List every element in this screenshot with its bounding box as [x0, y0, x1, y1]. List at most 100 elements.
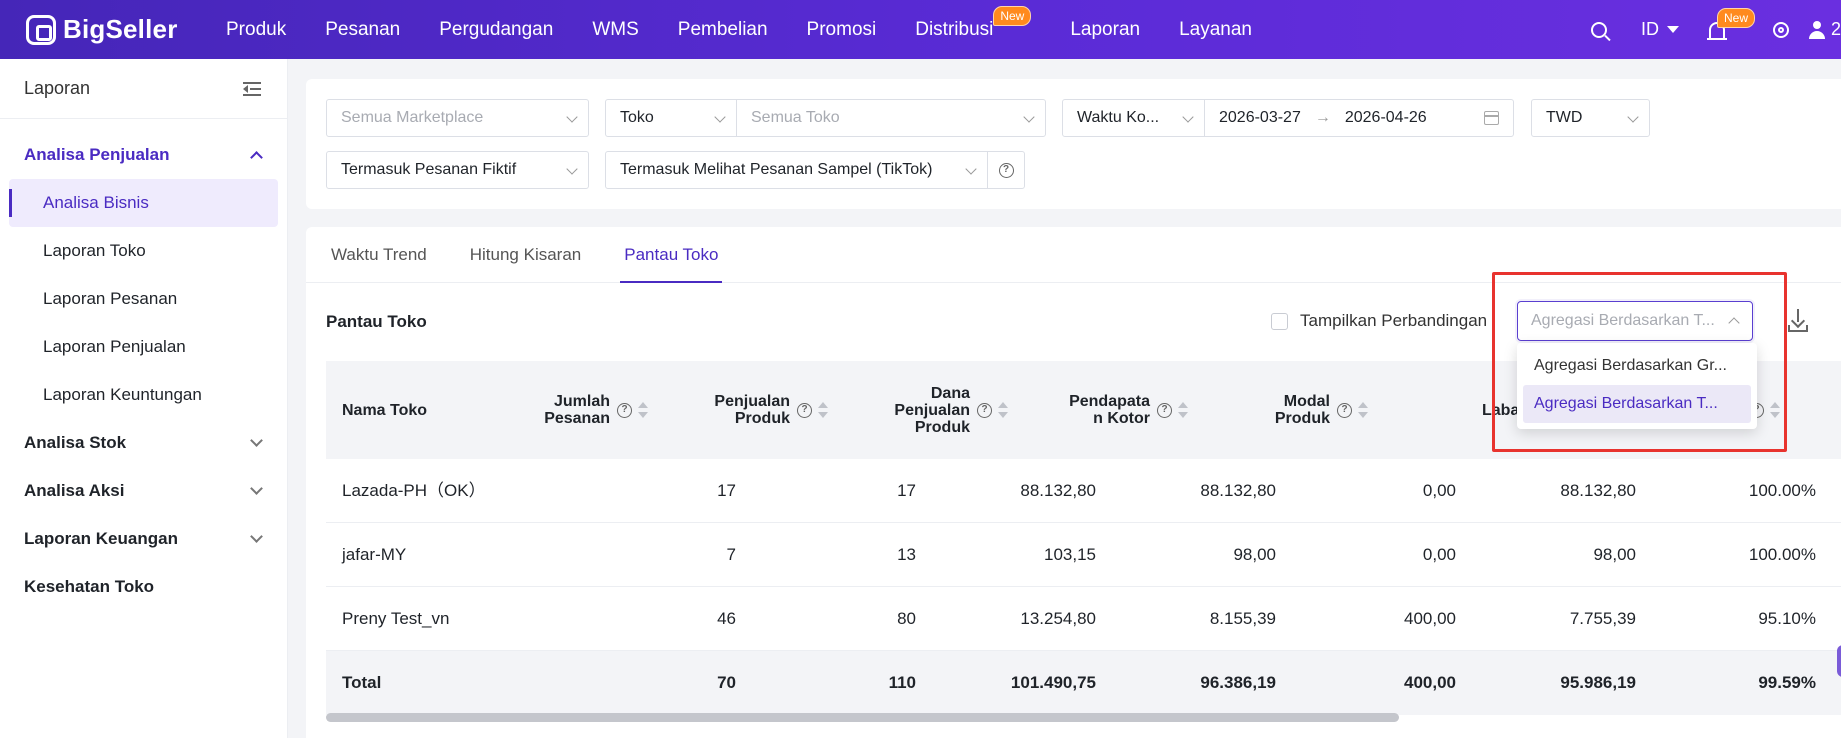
logo-text: BigSeller — [63, 14, 178, 44]
table-row: jafar-MY 7 13 103,15 98,00 0,00 98,00 10… — [326, 523, 1841, 587]
sidebar-item-laporan-pesanan[interactable]: Laporan Pesanan — [43, 289, 178, 308]
chevron-up-icon — [1728, 317, 1740, 329]
date-range-picker[interactable]: 2026-03-27 → 2026-04-26 — [1204, 99, 1514, 137]
user-icon — [1808, 20, 1825, 39]
nav-item-pesanan[interactable]: Pesanan — [325, 18, 401, 40]
nav-menu: Produk Pesanan Pergudangan WMS Pembelian… — [226, 0, 1291, 59]
sidebar-group-label: Kesehatan Toko — [24, 577, 155, 596]
nav-item-layanan[interactable]: Layanan — [1179, 18, 1252, 40]
marketplace-select-value: Semua Marketplace — [341, 109, 484, 126]
sort-icon[interactable] — [818, 400, 828, 420]
nav-item-pembelian[interactable]: Pembelian — [677, 18, 768, 40]
sidebar-item-laporan-penjualan[interactable]: Laporan Penjualan — [43, 337, 186, 356]
fake-orders-value: Termasuk Pesanan Fiktif — [341, 161, 517, 178]
chevron-down-icon — [250, 482, 263, 495]
help-icon[interactable]: ? — [977, 402, 992, 418]
col-laba[interactable]: Laba — [1482, 361, 1562, 459]
col-label: Laba — [1482, 401, 1520, 419]
language-label: ID — [1640, 19, 1659, 39]
col-label-line: Dana — [930, 384, 970, 402]
nav-item-pergudangan[interactable]: Pergudangan — [439, 18, 554, 40]
sidebar-item-laporan-keuntungan[interactable]: Laporan Keuntungan — [43, 385, 202, 404]
chevron-down-icon — [250, 530, 263, 543]
sidebar-group-label: Laporan Keuangan — [24, 529, 178, 548]
nav-item-promosi[interactable]: Promosi — [806, 18, 877, 40]
currency-select[interactable]: TWD — [1531, 99, 1650, 137]
sidebar-item-laporan-toko[interactable]: Laporan Toko — [43, 241, 146, 260]
sidebar-group-label: Analisa Stok — [24, 433, 127, 452]
chevron-up-icon — [250, 151, 263, 164]
cell-orders: 70 — [717, 673, 736, 692]
nav-item-distribusi[interactable]: Distribusi New — [915, 5, 1032, 41]
col-label-line: Penjualan — [894, 401, 970, 419]
logo[interactable]: BigSeller — [26, 14, 226, 45]
store-type-value: Toko — [620, 109, 654, 126]
sidebar-group-laporan-keuangan[interactable]: Laporan Keuangan — [0, 515, 287, 563]
sample-orders-select[interactable]: Termasuk Melihat Pesanan Sampel (TikTok) — [605, 151, 988, 189]
help-icon[interactable]: ? — [797, 402, 812, 418]
nav-item-wms[interactable]: WMS — [592, 18, 639, 40]
store-type-select[interactable]: Toko — [605, 99, 737, 137]
sort-icon[interactable] — [1358, 400, 1368, 420]
sidebar-item-analisa-bisnis[interactable]: Analisa Bisnis — [9, 179, 278, 227]
time-type-select[interactable]: Waktu Ko... — [1062, 99, 1205, 137]
nav-item-produk[interactable]: Produk — [226, 18, 287, 40]
col-label-line: Produk — [1274, 410, 1330, 427]
language-selector[interactable]: ID — [1641, 19, 1679, 40]
store-select[interactable]: Semua Toko — [736, 99, 1046, 137]
col-jumlah-pesanan[interactable]: Jumlah Pesanan ? — [506, 361, 648, 459]
scrollbar-thumb[interactable] — [326, 713, 1399, 722]
new-badge: New — [993, 5, 1032, 26]
sort-icon[interactable] — [1770, 400, 1780, 420]
col-dana-penjualan-produk[interactable]: Dana Penjualan Produk ? — [846, 361, 1008, 459]
nav-item-laporan[interactable]: Laporan — [1070, 18, 1141, 40]
col-label: Nama Toko — [342, 401, 428, 419]
collapse-sidebar-icon[interactable] — [243, 81, 261, 96]
col-penjualan-produk[interactable]: Penjualan Produk ? — [666, 361, 828, 459]
aggregation-option-store[interactable]: Agregasi Berdasarkan T... — [1523, 385, 1751, 423]
gear-icon[interactable] — [1772, 21, 1789, 38]
tab-hitung-kisaran[interactable]: Hitung Kisaran — [469, 245, 582, 264]
cell-cost: 400,00 — [1404, 609, 1456, 628]
col-pendapatan-kotor[interactable]: Pendapata n Kotor ? — [1026, 361, 1188, 459]
chevron-down-icon — [965, 163, 977, 175]
sort-icon[interactable] — [998, 400, 1008, 420]
floating-widget-handle[interactable] — [1837, 645, 1841, 677]
col-label: Modal Produk — [1275, 393, 1330, 427]
user-menu[interactable]: 2 — [1808, 19, 1841, 40]
aggregation-option-group[interactable]: Agregasi Berdasarkan Gr... — [1534, 357, 1727, 374]
fake-orders-select[interactable]: Termasuk Pesanan Fiktif — [326, 151, 589, 189]
date-end[interactable]: 2026-04-26 — [1344, 109, 1427, 126]
col-modal-produk[interactable]: Modal Produk ? — [1206, 361, 1368, 459]
horizontal-scrollbar[interactable] — [326, 712, 1841, 722]
aggregation-select[interactable]: Agregasi Berdasarkan T... — [1517, 301, 1753, 341]
download-icon[interactable] — [1788, 309, 1808, 331]
help-icon[interactable]: ? — [617, 402, 632, 418]
sidebar-group-analisa-aksi[interactable]: Analisa Aksi — [0, 467, 287, 515]
sample-orders-help[interactable]: ? — [987, 151, 1025, 189]
sort-icon[interactable] — [638, 400, 648, 420]
bell-icon[interactable]: New — [1706, 7, 1755, 40]
search-icon[interactable] — [1590, 21, 1607, 38]
marketplace-select[interactable]: Semua Marketplace — [326, 99, 589, 137]
sidebar-group-kesehatan-toko[interactable]: Kesehatan Toko — [0, 563, 287, 611]
compare-checkbox[interactable] — [1271, 312, 1288, 330]
cell-fund: 101.490,75 — [1010, 673, 1096, 692]
sidebar-group-label: Analisa Penjualan — [24, 145, 170, 164]
sidebar-group-analisa-stok[interactable]: Analisa Stok — [0, 419, 287, 467]
tab-pantau-toko[interactable]: Pantau Toko — [620, 227, 723, 283]
cell-profit: 88.132,80 — [1560, 481, 1636, 500]
sidebar-group-analisa-penjualan[interactable]: Analisa Penjualan — [0, 131, 287, 179]
sort-icon[interactable] — [1178, 400, 1188, 420]
tab-waktu-trend[interactable]: Waktu Trend — [331, 245, 427, 264]
help-icon[interactable]: ? — [1157, 402, 1172, 418]
date-start[interactable]: 2026-03-27 — [1219, 109, 1301, 126]
col-label-line: Produk — [734, 410, 790, 427]
col-label-line: n Kotor — [1093, 410, 1150, 427]
help-icon[interactable]: ? — [1337, 402, 1352, 418]
notification-badge: New — [1716, 7, 1755, 28]
cell-gross: 88.132,80 — [1200, 481, 1276, 500]
cell-sales: 80 — [897, 609, 916, 628]
compare-toggle[interactable]: Tampilkan Perbandingan — [1271, 311, 1487, 331]
time-type-value: Waktu Ko... — [1077, 109, 1160, 126]
